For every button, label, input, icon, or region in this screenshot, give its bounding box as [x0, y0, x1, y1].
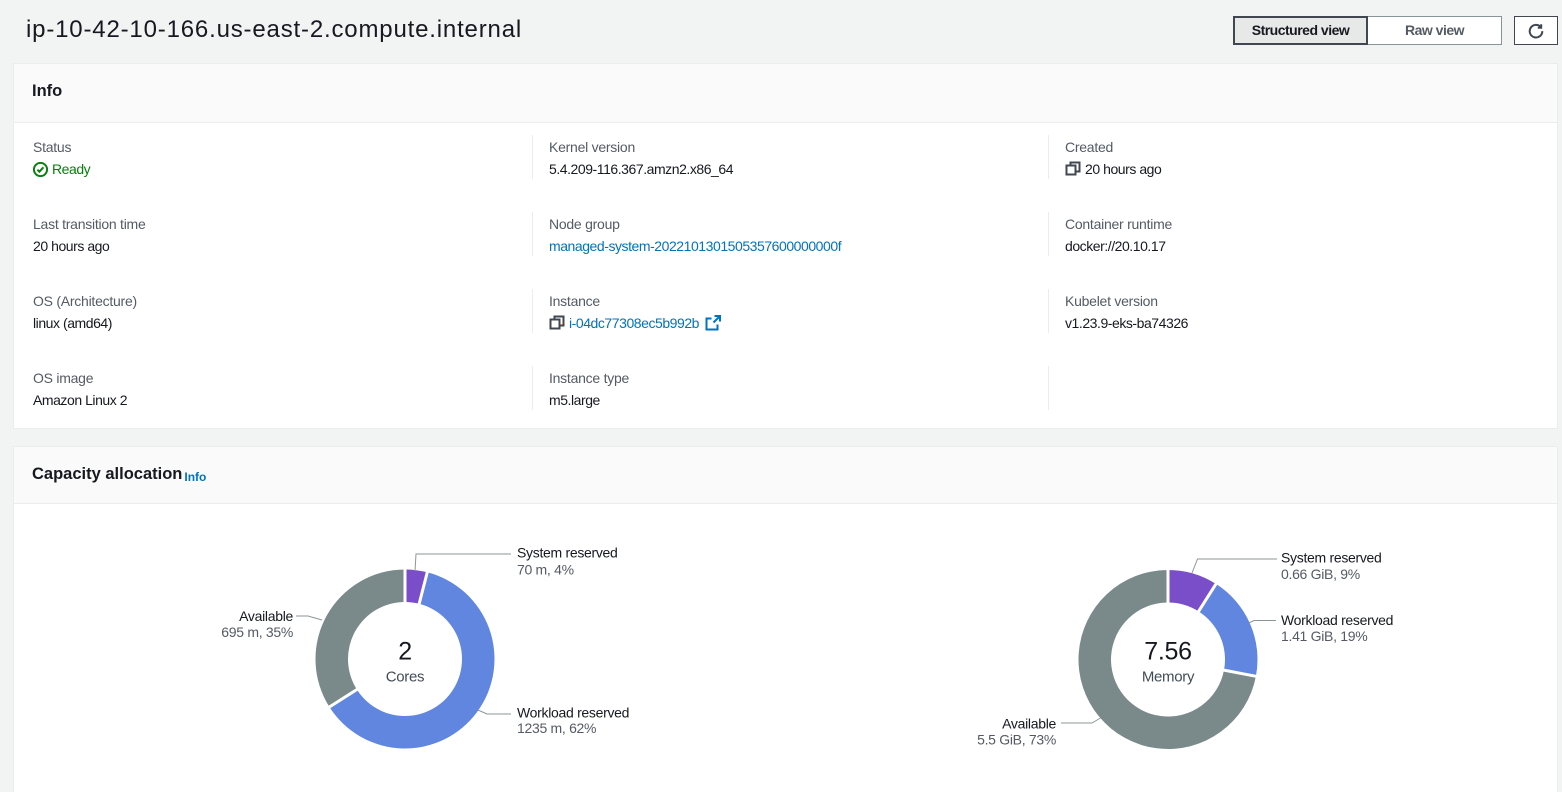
svg-text:2: 2 [398, 638, 412, 666]
svg-text:Memory: Memory [1142, 669, 1195, 686]
svg-text:System reserved: System reserved [1281, 550, 1382, 566]
svg-text:Available: Available [239, 608, 293, 624]
svg-text:0.66 GiB, 9%: 0.66 GiB, 9% [1281, 566, 1360, 582]
svg-text:1.41 GiB, 19%: 1.41 GiB, 19% [1281, 628, 1367, 644]
svg-text:Cores: Cores [386, 669, 425, 686]
svg-text:Workload reserved: Workload reserved [1281, 612, 1393, 628]
svg-text:70 m, 4%: 70 m, 4% [517, 562, 574, 578]
svg-text:1235 m, 62%: 1235 m, 62% [517, 720, 596, 736]
svg-text:5.5 GiB, 73%: 5.5 GiB, 73% [977, 732, 1056, 748]
svg-text:Available: Available [1002, 716, 1056, 732]
svg-text:7.56: 7.56 [1144, 638, 1191, 666]
svg-text:695 m, 35%: 695 m, 35% [221, 624, 293, 640]
svg-text:System reserved: System reserved [517, 545, 618, 561]
svg-text:Workload reserved: Workload reserved [517, 705, 629, 721]
